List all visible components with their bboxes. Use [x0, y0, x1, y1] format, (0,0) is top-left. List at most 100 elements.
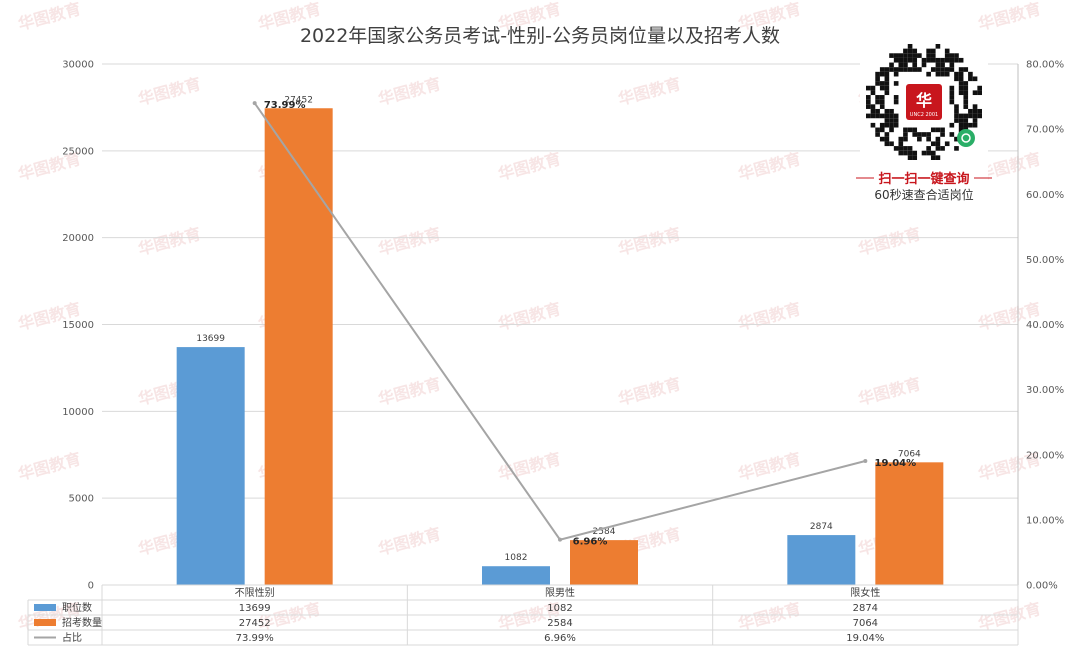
qr-module	[898, 146, 904, 151]
qr-module	[963, 113, 969, 119]
qr-caption-primary: 扫一扫一键查询	[878, 171, 969, 187]
qr-module	[898, 67, 904, 72]
table-cell: 6.96%	[544, 633, 576, 644]
qr-module	[907, 53, 913, 58]
qr-module	[889, 67, 894, 72]
watermark-text: 华图教育	[976, 599, 1043, 634]
qr-module	[921, 62, 927, 68]
qr-module	[912, 150, 918, 156]
qr-module	[954, 108, 959, 114]
category-label: 限女性	[850, 586, 880, 599]
qr-module	[893, 122, 899, 128]
qr-module	[866, 85, 871, 91]
qr-module	[903, 57, 908, 63]
bar-value-label: 27452	[284, 95, 313, 105]
table-cell: 1082	[547, 603, 572, 614]
qr-module	[977, 85, 982, 91]
y-right-tick-label: 70.00%	[1026, 125, 1064, 136]
watermark-text: 华图教育	[376, 524, 443, 559]
y-right-tick-label: 50.00%	[1026, 255, 1064, 266]
ratio-label: 6.96%	[573, 537, 608, 548]
qr-module	[949, 90, 955, 96]
qr-module	[903, 127, 908, 133]
qr-module	[949, 99, 955, 105]
qr-module	[921, 132, 927, 137]
qr-module	[968, 122, 973, 128]
qr-module	[935, 136, 941, 142]
qr-module	[889, 62, 894, 68]
watermark-text: 华图教育	[136, 224, 203, 259]
qr-module	[884, 67, 890, 72]
qr-module	[917, 132, 922, 137]
qr-module	[866, 95, 871, 100]
qr-module	[912, 132, 918, 137]
qr-module	[870, 90, 876, 96]
watermark-text: 华图教育	[736, 149, 803, 184]
table-cell: 7064	[853, 618, 878, 629]
qr-module	[893, 95, 899, 100]
ratio-label: 73.99%	[264, 100, 306, 111]
y-tick-label: 0	[88, 581, 94, 592]
qr-module	[903, 53, 908, 58]
chart-title: 2022年国家公务员考试-性别-公务员岗位量以及招考人数	[300, 25, 780, 47]
qr-module	[893, 67, 899, 72]
table-cell: 19.04%	[846, 633, 884, 644]
qr-module	[889, 108, 894, 114]
qr-module	[879, 136, 885, 142]
qr-module	[968, 76, 973, 82]
qr-module	[903, 62, 908, 68]
qr-module	[907, 44, 913, 49]
qr-module	[949, 67, 955, 72]
qr-module	[898, 57, 904, 63]
category-label: 不限性别	[235, 586, 275, 599]
qr-module	[958, 118, 964, 123]
qr-module	[903, 136, 908, 142]
legend-label: 招考数量	[62, 616, 102, 629]
y-tick-label: 10000	[62, 407, 94, 418]
qr-module	[944, 67, 950, 72]
qr-module	[940, 71, 945, 77]
ratio-point	[863, 459, 868, 464]
qr-module	[898, 150, 904, 156]
qr-module	[935, 57, 941, 63]
qr-module	[870, 85, 876, 91]
qr-module	[958, 57, 964, 63]
qr-module	[870, 122, 876, 128]
qr-module	[963, 104, 969, 109]
qr-module	[912, 53, 918, 58]
qr-module	[884, 136, 890, 142]
qr-module	[954, 118, 959, 123]
qr-module	[940, 67, 945, 72]
qr-module	[875, 132, 880, 137]
qr-module	[875, 108, 880, 114]
qr-module	[879, 127, 885, 133]
qr-module	[949, 53, 955, 58]
qr-module	[921, 150, 927, 156]
qr-module	[898, 53, 904, 58]
qr-module	[912, 155, 918, 160]
watermark-text: 华图教育	[856, 374, 923, 409]
qr-module	[870, 108, 876, 114]
qr-module	[889, 127, 894, 133]
qr-module	[898, 136, 904, 142]
qr-module	[935, 62, 941, 68]
watermark-text: 华图教育	[976, 0, 1043, 34]
qr-module	[879, 113, 885, 119]
qr-module	[875, 76, 880, 82]
qr-module	[907, 67, 913, 72]
y-axis-left: 0 5000 10000 15000 20000 25000 30000	[62, 60, 94, 592]
qr-module	[903, 150, 908, 156]
qr-module	[875, 127, 880, 133]
y-right-tick-label: 40.00%	[1026, 320, 1064, 331]
qr-module	[889, 141, 894, 147]
qr-module	[921, 57, 927, 63]
qr-module	[884, 108, 890, 114]
qr-module	[954, 113, 959, 119]
qr-module	[949, 57, 955, 63]
bar-positions	[176, 347, 245, 585]
bars: 13699 27452 1082 2584 2874 7064	[176, 95, 944, 585]
qr-module	[944, 57, 950, 63]
